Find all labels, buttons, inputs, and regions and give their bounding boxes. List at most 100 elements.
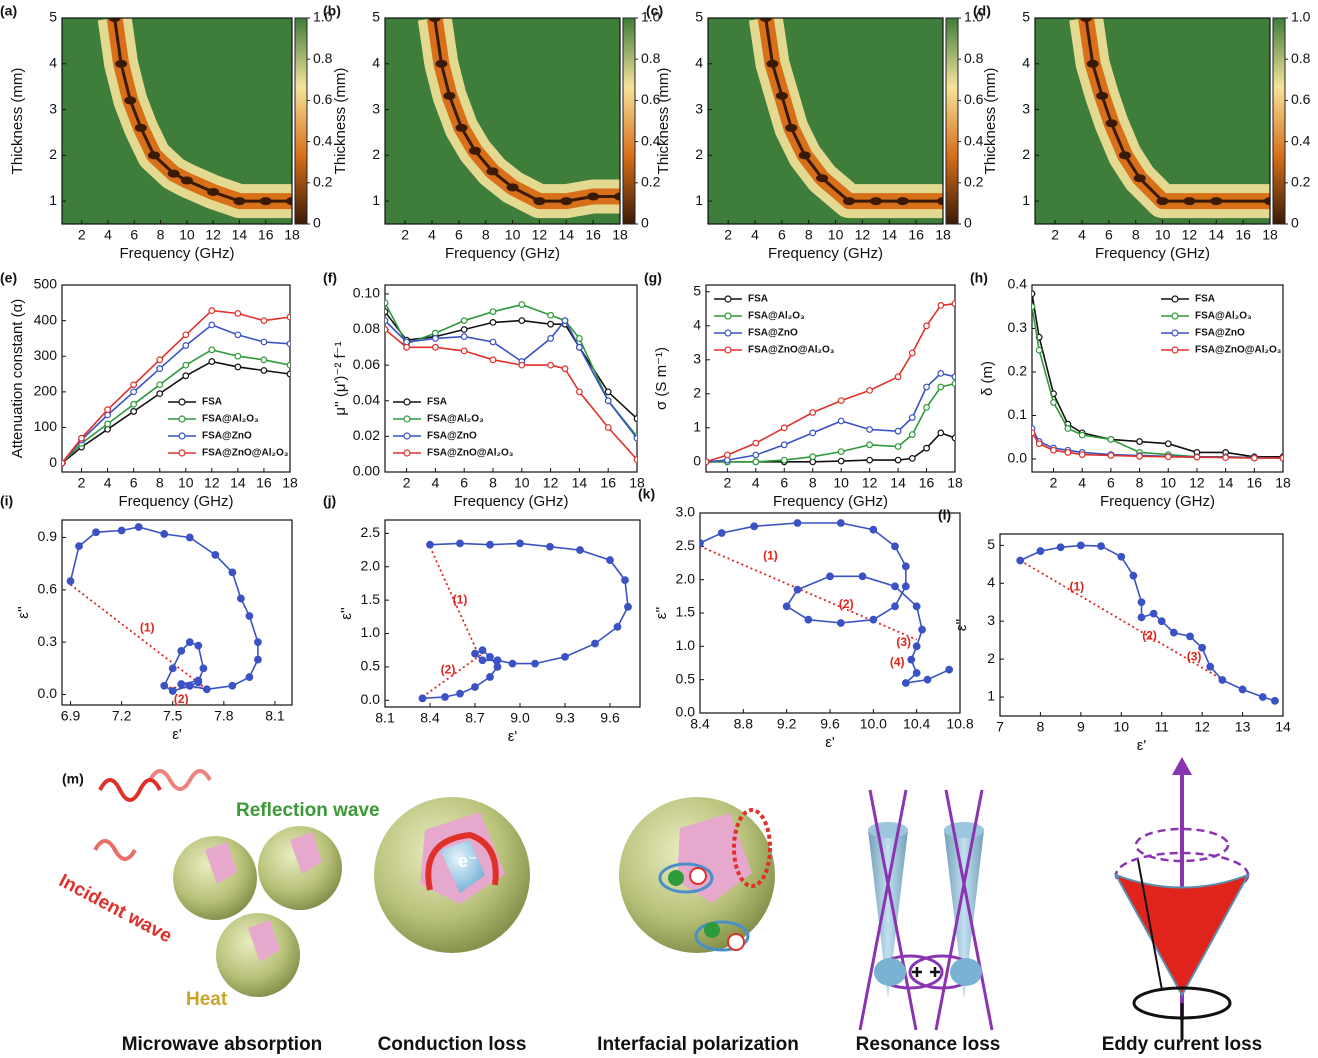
plot-frame xyxy=(61,284,291,473)
ridge-minimum xyxy=(207,187,220,196)
point xyxy=(918,625,926,634)
colorbar-tick-label: 0.8 xyxy=(641,50,661,66)
point xyxy=(245,673,254,681)
point xyxy=(1258,693,1267,701)
point xyxy=(836,519,845,527)
legend-label: FSA xyxy=(748,294,768,305)
colorbar-tick-label: 0 xyxy=(1291,215,1299,231)
x-tick-label: 8.4 xyxy=(420,710,440,726)
point xyxy=(752,458,760,466)
point xyxy=(923,322,930,330)
ridge-minimum xyxy=(455,123,468,132)
point xyxy=(260,317,268,325)
x-axis-label: Frequency (GHz) xyxy=(773,493,888,510)
shell-cut xyxy=(290,832,322,874)
point xyxy=(837,417,845,425)
point xyxy=(908,431,916,439)
colorbar xyxy=(294,17,308,225)
ridge-line xyxy=(1084,18,1270,203)
point xyxy=(1198,643,1207,652)
ridge-minimum xyxy=(180,176,193,185)
point xyxy=(837,457,845,465)
point xyxy=(1129,571,1138,580)
x-tick-label: 8 xyxy=(157,227,165,243)
plot-frame xyxy=(1034,17,1271,225)
x-tick-label: 2 xyxy=(1051,227,1059,243)
point xyxy=(901,582,910,591)
point xyxy=(1222,454,1230,462)
panel-label: (l) xyxy=(938,507,951,523)
legend-label: FSA@ZnO xyxy=(748,328,798,339)
y-tick-label: 2 xyxy=(1022,146,1030,162)
y-tick-label: 3 xyxy=(49,100,57,116)
point xyxy=(385,299,389,307)
series-line xyxy=(706,382,955,463)
caption: Interfacial polarization xyxy=(597,1034,799,1055)
point xyxy=(1035,440,1043,448)
point xyxy=(130,400,138,408)
point xyxy=(1164,440,1172,448)
y-tick-label: 0.9 xyxy=(38,528,58,544)
point xyxy=(245,612,254,620)
x-tick-label: 14 xyxy=(881,227,897,243)
point xyxy=(489,338,497,346)
legend-marker xyxy=(403,398,411,406)
dipole xyxy=(658,862,714,894)
point xyxy=(460,333,468,341)
caption: Conduction loss xyxy=(378,1034,527,1055)
ridge-minimum xyxy=(798,151,811,160)
point xyxy=(1036,547,1045,555)
point xyxy=(168,664,177,673)
plot xyxy=(385,299,637,463)
chart: 8.1 8.4 8.7 9.0 9.3 9.6 0.0 0.5 1.0 1.5 2.0 2.5 ε' ε'… xyxy=(323,493,641,745)
x-tick-label: 12 xyxy=(1189,475,1205,491)
point xyxy=(516,539,524,548)
precession xyxy=(1134,827,1230,863)
y-tick-label: 0.04 xyxy=(353,391,380,407)
colorbar-tick-label: 0.4 xyxy=(313,132,333,148)
x-tick-label: 6 xyxy=(1107,475,1115,491)
y-tick-label: 4 xyxy=(49,54,57,70)
point xyxy=(866,441,874,449)
y-tick-label: 4 xyxy=(1022,54,1030,70)
y-tick-label: 2.0 xyxy=(361,557,381,573)
y-tick-label: 2.5 xyxy=(361,524,381,540)
plot xyxy=(62,307,290,467)
chart: 00.20.40.60.81.02 4 6 8 10 12 14 16 1812345Frequ… xyxy=(973,3,1311,262)
point xyxy=(234,310,242,317)
colorbar-tick-label: 0.2 xyxy=(1291,174,1311,190)
y-axis-label: Thickness (mm) xyxy=(9,68,26,175)
point xyxy=(1107,452,1115,459)
panel-label: (m) xyxy=(62,771,84,787)
caption: Eddy current loss xyxy=(1102,1034,1263,1055)
point xyxy=(912,642,921,651)
annotation: (2) xyxy=(839,597,854,611)
point xyxy=(1149,609,1158,618)
axis-arrow xyxy=(868,789,918,1031)
point xyxy=(837,448,845,456)
series-line xyxy=(1019,544,1276,702)
point xyxy=(182,372,190,380)
point xyxy=(426,540,434,549)
legend-label: FSA@Al₂O₃ xyxy=(748,311,805,322)
legend-marker xyxy=(1171,312,1179,320)
y-tick-label: 0.0 xyxy=(1008,450,1028,466)
x-tick-label: 4 xyxy=(752,475,760,491)
x-tick-label: 9.2 xyxy=(777,716,797,732)
series-line xyxy=(62,348,290,464)
colorbar-tick-label: 0.6 xyxy=(1291,91,1311,107)
y-tick-label: 1.5 xyxy=(361,591,381,607)
point xyxy=(456,689,464,698)
annotation: (1) xyxy=(763,549,778,563)
point xyxy=(923,404,930,411)
y-tick-label: 2 xyxy=(372,146,380,162)
y-tick-label: 0 xyxy=(49,454,57,470)
chart: 8.4 8.8 9.2 9.6 10.0 10.4 10.8 0.0 0.5 1.0 1.5 2.0 2… xyxy=(638,486,974,751)
point xyxy=(130,408,138,415)
ridge-minimum xyxy=(587,192,600,201)
x-axis-label: Frequency (GHz) xyxy=(768,245,883,262)
legend-marker xyxy=(1171,329,1179,337)
plot xyxy=(66,523,262,695)
point xyxy=(869,615,878,624)
x-tick-label: 2 xyxy=(723,475,731,491)
